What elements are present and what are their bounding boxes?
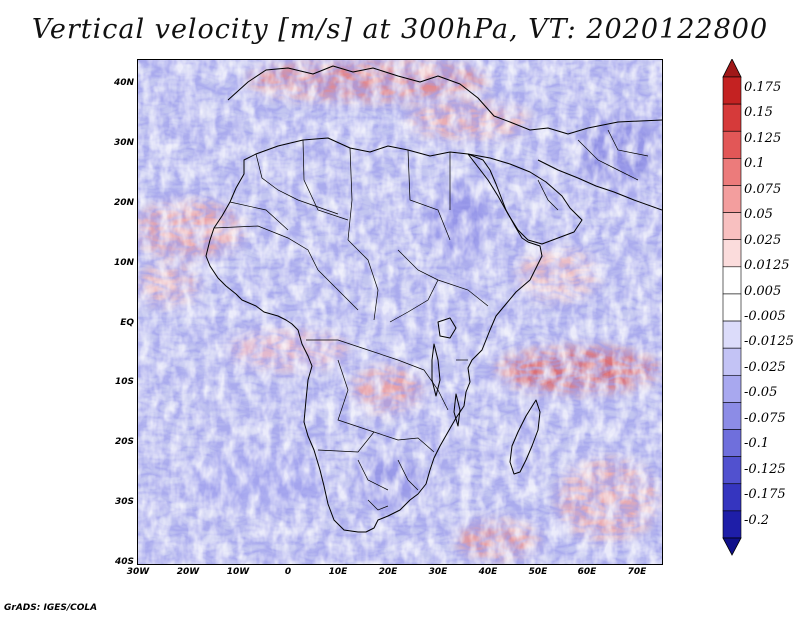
colorbar-segment <box>722 103 742 132</box>
colorbar-label: 0.0125 <box>744 258 790 273</box>
colorbar-segment <box>722 266 742 295</box>
lon-label: 60E <box>577 567 597 577</box>
colorbar-label: 0.15 <box>744 105 773 120</box>
colorbar-label: 0.005 <box>744 284 782 299</box>
colorbar-label: -0.075 <box>744 411 786 426</box>
colorbar-label: -0.125 <box>744 462 786 477</box>
colorbar-segment <box>722 239 742 268</box>
map-canvas <box>138 60 662 564</box>
colorbar-label: -0.025 <box>744 360 786 375</box>
colorbar-segment <box>722 185 742 213</box>
colorbar-segment <box>722 320 742 349</box>
colorbar-label: -0.1 <box>744 436 770 451</box>
colorbar-label: -0.05 <box>744 385 778 400</box>
colorbar-label: 0.025 <box>744 233 782 248</box>
colorbar-segment <box>722 158 742 186</box>
colorbar-segment <box>722 483 742 512</box>
colorbar-label: 0.125 <box>744 131 782 146</box>
map-panel <box>137 59 663 565</box>
colorbar-label: 0.1 <box>744 156 765 171</box>
lon-label: 30E <box>428 567 448 577</box>
lat-label: 30N <box>113 138 134 148</box>
lat-label: 20S <box>114 437 134 447</box>
colorbar-label: -0.175 <box>744 487 786 502</box>
colorbar-bottom-arrow <box>722 537 742 556</box>
lon-label: 10E <box>328 567 348 577</box>
lake-victoria <box>437 317 457 339</box>
colorbar-segment <box>722 347 742 376</box>
lon-label: 20W <box>176 567 200 577</box>
colorbar-top-arrow <box>722 59 742 78</box>
africa-coastline <box>205 137 543 533</box>
colorbar-segment <box>722 374 742 403</box>
lon-label: 10W <box>226 567 250 577</box>
lat-label: 40N <box>113 78 134 88</box>
colorbar-segment <box>722 402 742 430</box>
colorbar-segment <box>722 510 742 539</box>
colorbar <box>722 59 742 556</box>
colorbar-label: 0.075 <box>744 182 782 197</box>
lon-label: 0 <box>284 567 292 577</box>
lon-label: 70E <box>627 567 647 577</box>
lon-label: 30W <box>126 567 150 577</box>
lat-label: 20N <box>113 198 134 208</box>
europe-coast <box>227 65 662 135</box>
colorbar-segment <box>722 212 742 241</box>
lat-label: 10S <box>114 377 134 387</box>
credit-text: GrADS: IGES/COLA <box>4 603 98 613</box>
country-borders <box>213 129 649 511</box>
lake-malawi <box>453 393 461 427</box>
colorbar-segment <box>722 429 742 457</box>
colorbar-segment <box>722 130 742 159</box>
chart-title: Vertical velocity [m/s] at 300hPa, VT: 2… <box>31 14 769 45</box>
lat-label: 10N <box>113 258 134 268</box>
lon-label: 20E <box>378 567 398 577</box>
colorbar-label: 0.175 <box>744 80 782 95</box>
lake-tanganyika <box>431 343 441 397</box>
colorbar-segment <box>722 456 742 485</box>
colorbar-label: -0.0125 <box>744 334 794 349</box>
madagascar <box>509 399 541 475</box>
colorbar-segment <box>722 293 742 322</box>
persian-gulf-coast <box>537 159 662 211</box>
colorbar-label: 0.05 <box>744 207 773 222</box>
arabian-peninsula <box>467 153 583 245</box>
colorbar-label: -0.005 <box>744 309 786 324</box>
lon-label: 40E <box>478 567 498 577</box>
lat-label: 40S <box>114 557 134 567</box>
lat-label: EQ <box>120 318 134 328</box>
lat-label: 30S <box>114 497 134 507</box>
colorbar-segment <box>722 76 742 105</box>
coastlines <box>205 65 662 533</box>
colorbar-label: -0.2 <box>744 513 770 528</box>
lon-label: 50E <box>528 567 548 577</box>
